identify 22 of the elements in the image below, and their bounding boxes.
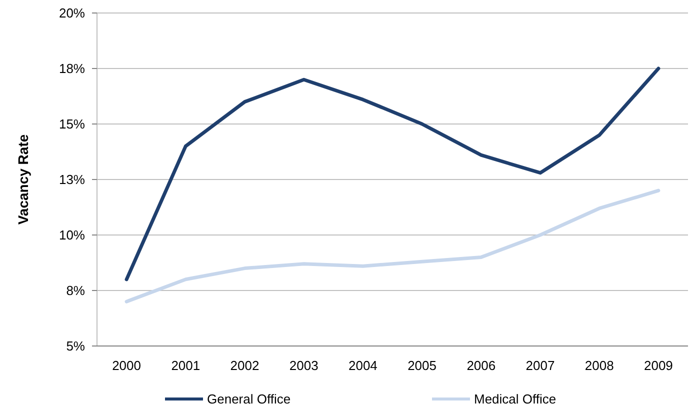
x-tick-label: 2008 (584, 358, 614, 373)
y-tick-label: 8% (66, 283, 86, 298)
x-tick-label: 2003 (289, 358, 318, 373)
x-tick-label: 2000 (112, 358, 142, 373)
line-series (124, 66, 660, 282)
x-tick-label: 2007 (526, 358, 555, 373)
x-tick-label: 2002 (230, 358, 260, 373)
y-tick-label: 18% (58, 61, 86, 76)
y-tick-label: 15% (58, 116, 86, 132)
x-tick-label: 2005 (408, 358, 437, 373)
y-tick-label: 13% (58, 172, 86, 188)
y-tick-label: 5% (66, 338, 86, 354)
legend-label: General Office (207, 392, 291, 407)
line-series (124, 188, 660, 304)
y-tick-label: 20% (58, 6, 86, 21)
y-axis-title: Vacancy Rate (15, 134, 31, 225)
x-tick-label: 2009 (644, 358, 673, 373)
x-tick-label: 2001 (171, 358, 200, 373)
x-tick-label: 2006 (466, 358, 496, 373)
y-tick-label: 10% (58, 228, 86, 243)
x-tick-label: 2004 (348, 358, 378, 373)
legend-label: Medical Office (474, 392, 556, 407)
